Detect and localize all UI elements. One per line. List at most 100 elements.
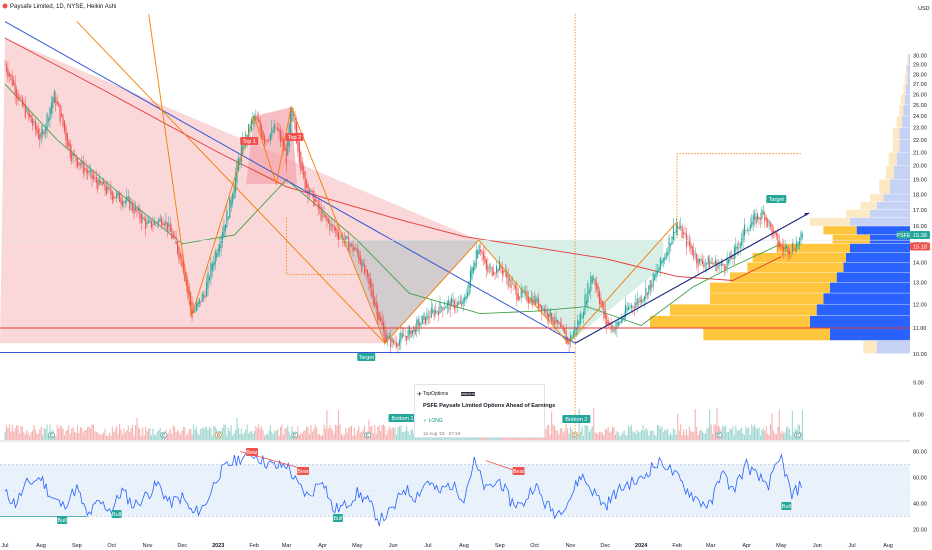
candle-body [551, 312, 553, 322]
volume-bar [114, 429, 116, 440]
volume-bar [612, 426, 614, 440]
volume-bar [355, 435, 357, 440]
volume-profile-sell-bar [876, 201, 910, 210]
candle-body [21, 97, 23, 107]
event-marker [214, 431, 222, 439]
volume-bar [587, 425, 589, 440]
volume-bar [555, 429, 557, 440]
last-price-label-bg [910, 230, 930, 239]
axes: 8.009.0010.0011.0012.0013.0014.0015.0016… [1, 54, 926, 549]
candle-body [667, 252, 669, 256]
volume-bar [155, 435, 157, 440]
volume-bar [394, 427, 396, 440]
volume-bar [551, 411, 553, 440]
volume-bar [203, 428, 205, 440]
volume-bar [356, 430, 358, 440]
x-tick-label: Mar [706, 543, 716, 549]
candle-body [426, 313, 428, 321]
candle-body [90, 169, 92, 172]
volume-bar [700, 429, 702, 440]
candle-body [116, 193, 118, 198]
candle-body [136, 208, 138, 212]
candle-body [684, 233, 686, 235]
volume-bar [158, 430, 160, 440]
candle-body [117, 191, 119, 196]
candle-body [324, 214, 326, 218]
volume-bar [190, 428, 192, 440]
volume-profile [650, 54, 910, 354]
top-2-label-bg [285, 133, 304, 141]
candle-body [787, 246, 789, 255]
volume-bar [320, 435, 322, 440]
volume-bar [18, 433, 21, 440]
candle-body [791, 244, 793, 253]
oscillator-line [4, 449, 802, 527]
volume-bar [290, 435, 292, 440]
candle-body [433, 310, 435, 317]
volume-bar [277, 429, 279, 440]
volume-bar [330, 428, 332, 440]
volume-profile-sell-bar [830, 327, 910, 341]
candle-body [29, 112, 31, 118]
candle-body [619, 322, 621, 324]
candle-body [56, 101, 58, 104]
candle-body [680, 225, 682, 228]
volume-bar [206, 427, 208, 440]
volume-bar [755, 427, 757, 440]
candle-body [800, 232, 802, 242]
candle-body [746, 230, 748, 231]
volume-bar [722, 425, 724, 440]
volume-bar [362, 429, 364, 440]
candle-body [333, 225, 335, 230]
candle-body [97, 180, 99, 190]
volume-profile-sell-bar [823, 293, 910, 304]
volume-bar [406, 426, 408, 440]
candle-body [654, 274, 656, 280]
candle-body [788, 250, 790, 255]
volume-bar [26, 429, 28, 440]
news-headline[interactable]: PSFE Paysafe Limited Options Ahead of Ea… [423, 403, 556, 409]
candle-body [671, 236, 673, 245]
x-tick-label: Apr [742, 543, 751, 549]
volume-bar [729, 428, 731, 440]
candle-body [161, 219, 163, 226]
volume-bar [745, 426, 747, 440]
volume-bar [229, 431, 231, 440]
volume-bar [400, 425, 402, 440]
volume-bar [706, 429, 708, 440]
volume-profile-buy-bar [650, 315, 810, 328]
volume-bar [34, 429, 36, 440]
arrow-head [804, 212, 810, 216]
candle-body [221, 232, 224, 243]
candle-body [75, 154, 77, 162]
volume-profile-buy-bar [747, 262, 844, 272]
news-card[interactable]: ✈ TopOptions PREMIUM PSFE Paysafe Limite… [414, 384, 555, 438]
volume-bar [27, 432, 29, 440]
volume-bar [150, 435, 152, 440]
moving-average-red [4, 37, 782, 281]
candle-body [448, 300, 450, 305]
candle-body [320, 206, 322, 221]
volume-bar [319, 433, 321, 440]
volume-bar [20, 425, 22, 440]
candle-body [745, 230, 747, 231]
volume-bar [39, 429, 41, 440]
candle-body [282, 138, 284, 151]
volume-profile-buy-bar [879, 179, 890, 194]
candle-body [47, 118, 50, 122]
candle-body [7, 68, 9, 78]
candle-body [340, 235, 342, 237]
volume-bar [746, 428, 748, 440]
x-tick-label: Dec [600, 543, 610, 549]
volume-bar [703, 433, 705, 440]
candle-body [271, 127, 273, 138]
candle-body [352, 244, 354, 252]
candle-body [786, 245, 788, 249]
volume-bar [674, 430, 676, 440]
y-tick-label: 12.00 [913, 302, 927, 308]
volume-bar [11, 424, 13, 440]
volume-bar [407, 431, 409, 440]
volume-profile-sell-bar [896, 152, 910, 166]
volume-bar [375, 433, 377, 440]
